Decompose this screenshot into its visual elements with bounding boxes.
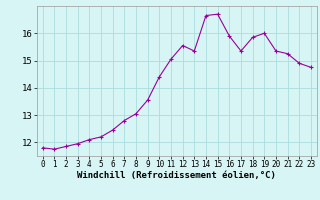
X-axis label: Windchill (Refroidissement éolien,°C): Windchill (Refroidissement éolien,°C) <box>77 171 276 180</box>
